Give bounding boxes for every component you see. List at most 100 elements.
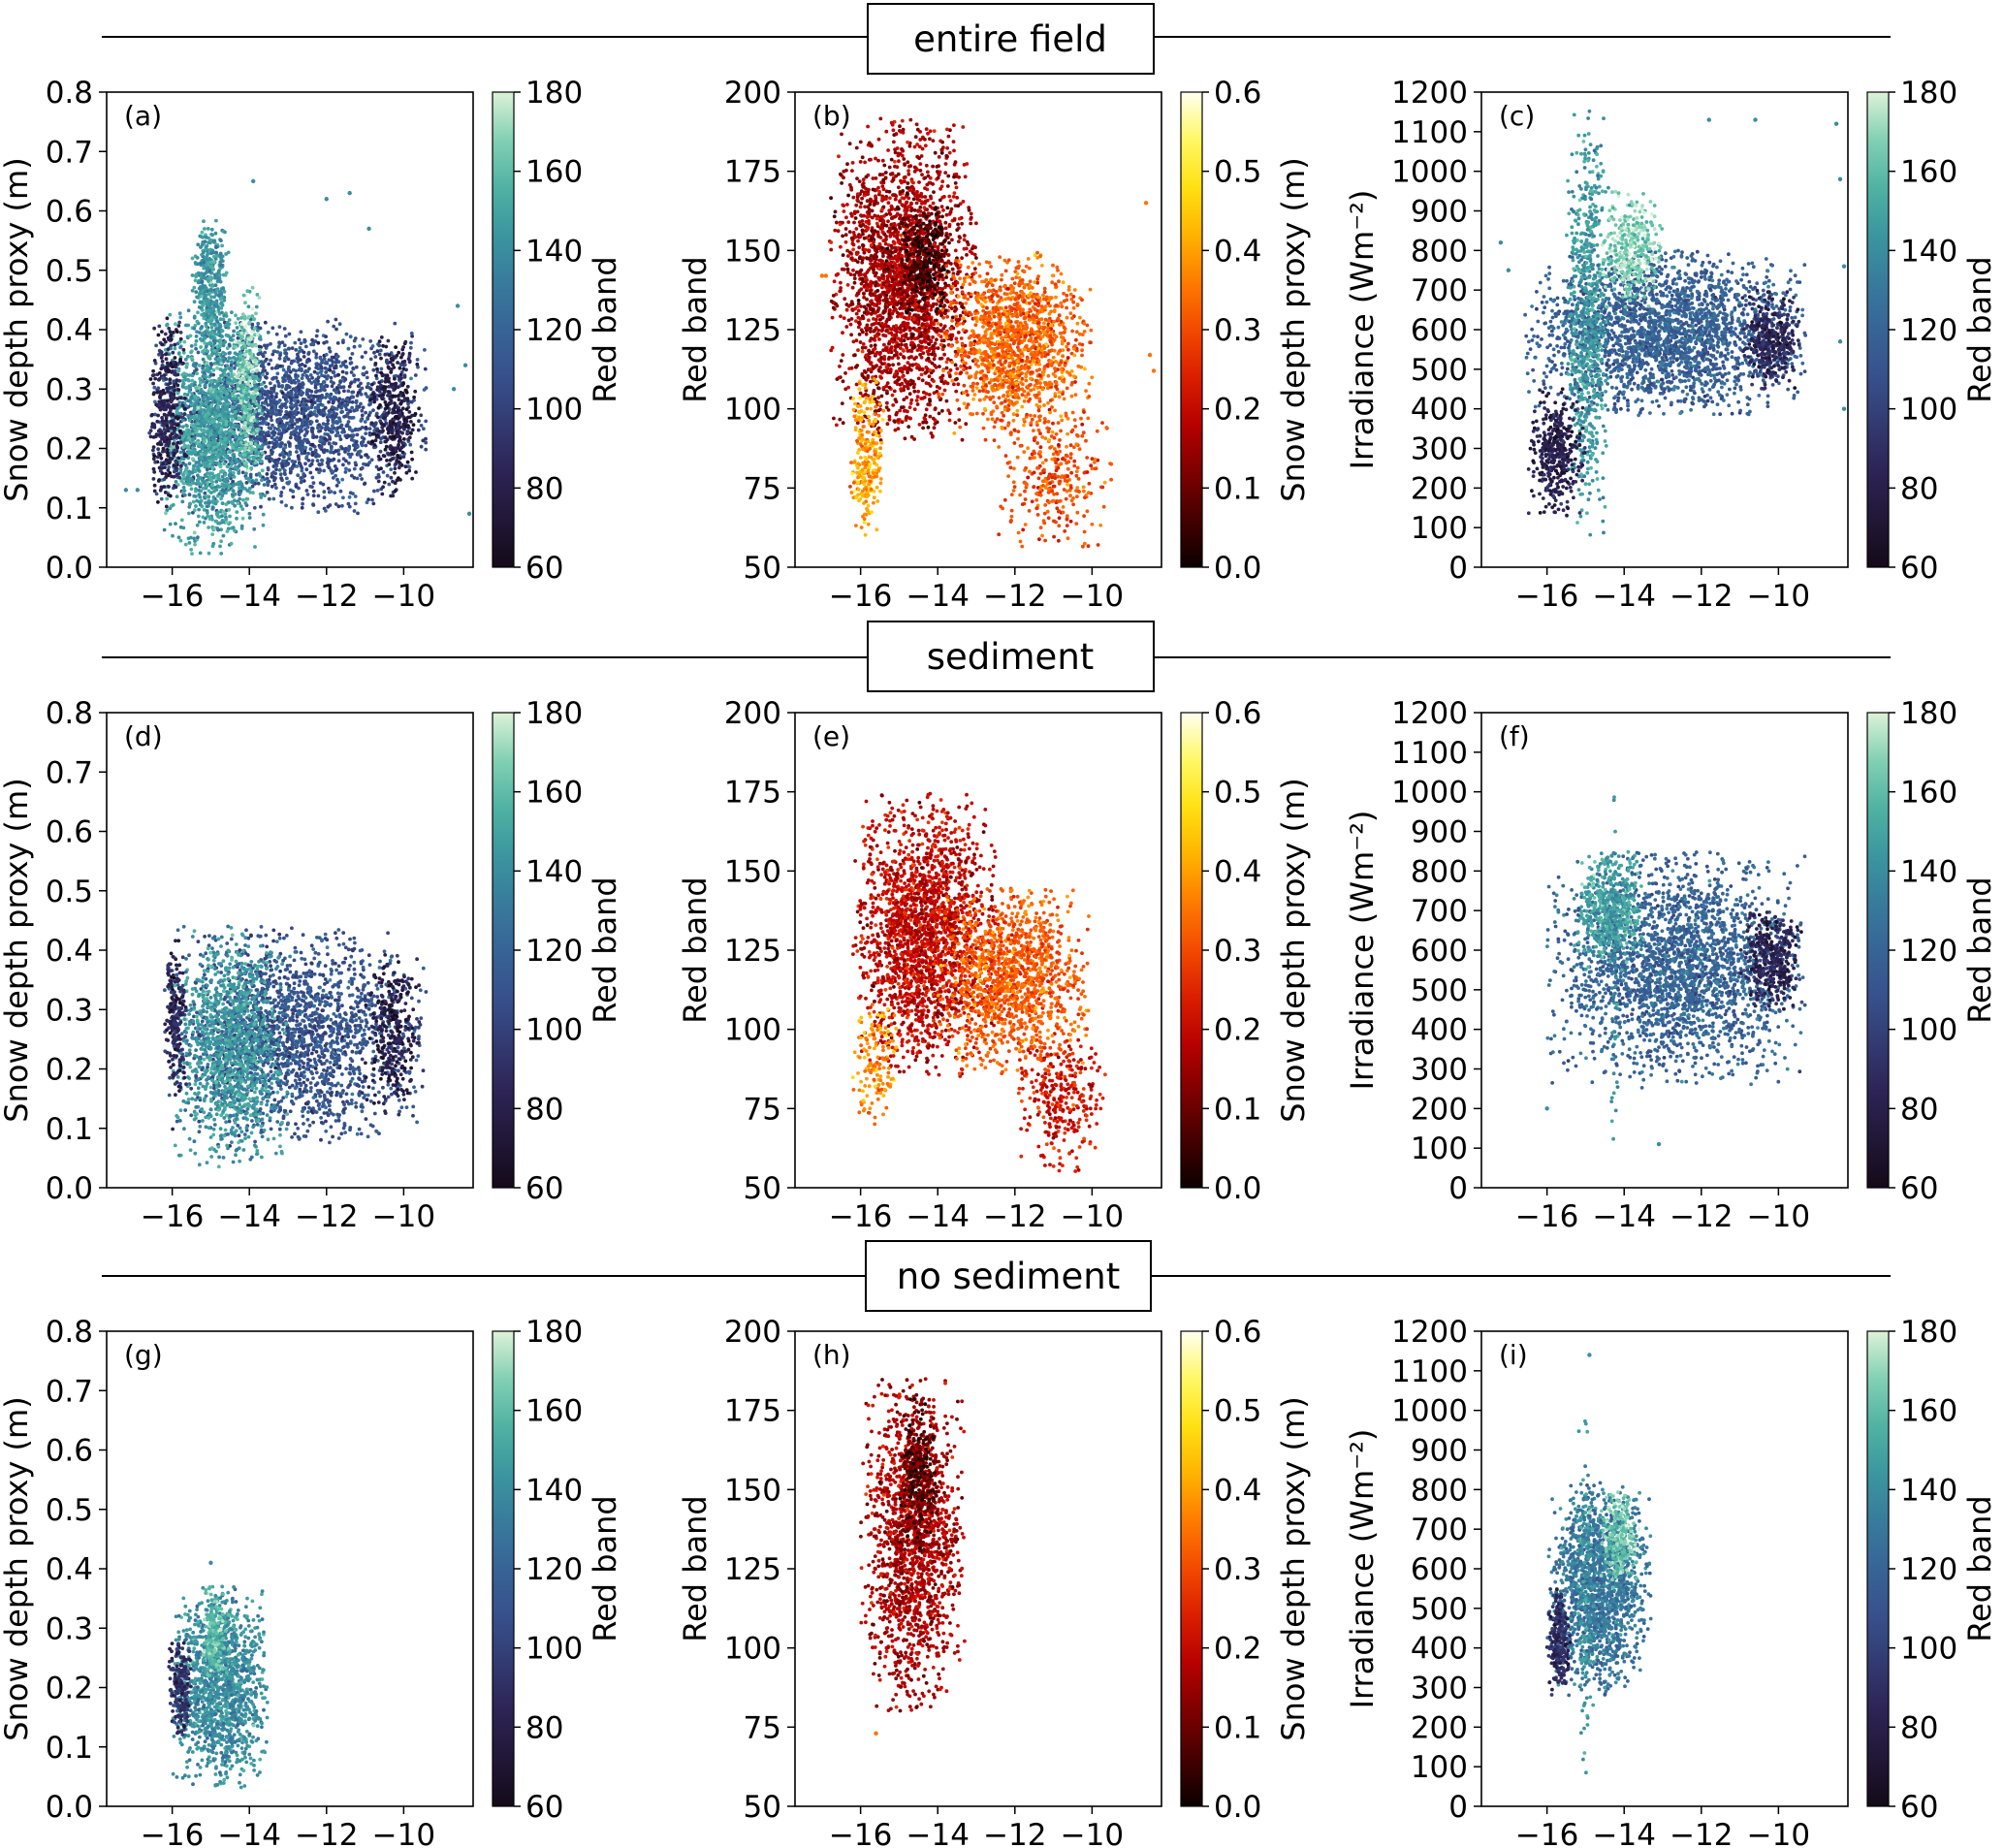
- scatter-point: [353, 501, 358, 506]
- scatter-point: [220, 474, 225, 479]
- scatter-point: [225, 346, 230, 350]
- scatter-point: [187, 462, 192, 465]
- scatter-point: [189, 395, 194, 399]
- scatter-point: [256, 451, 261, 455]
- scatter-point: [328, 367, 333, 372]
- scatter-point: [194, 338, 199, 343]
- scatter-point: [413, 373, 418, 377]
- scatter-point: [202, 272, 207, 277]
- scatter-point: [246, 336, 251, 341]
- scatter-point: [286, 481, 291, 486]
- scatter-point: [192, 300, 197, 304]
- scatter-point: [305, 493, 310, 496]
- scatter-point: [313, 339, 318, 343]
- scatter-point: [340, 409, 344, 414]
- scatter-point: [244, 471, 248, 476]
- scatter-point: [239, 524, 244, 528]
- scatter-point: [269, 409, 272, 414]
- scatter-point: [360, 443, 365, 448]
- scatter-point: [220, 310, 224, 315]
- scatter-point: [252, 375, 256, 380]
- scatter-point: [320, 403, 325, 407]
- scatter-point: [344, 466, 348, 471]
- scatter-point: [201, 283, 206, 288]
- scatter-point: [406, 425, 410, 430]
- scatter-point: [340, 503, 344, 508]
- scatter-point: [285, 399, 289, 403]
- scatter-point: [201, 431, 206, 436]
- scatter-point: [251, 431, 256, 436]
- scatter-point: [326, 319, 330, 324]
- scatter-point: [282, 455, 286, 459]
- scatter-point: [373, 355, 378, 359]
- scatter-point: [189, 452, 194, 456]
- scatter-point: [164, 504, 169, 509]
- scatter-point: [280, 391, 285, 396]
- scatter-point: [310, 342, 315, 346]
- scatter-point: [205, 494, 209, 498]
- scatter-point: [181, 445, 186, 450]
- scatter-point: [294, 403, 299, 408]
- scatter-point: [409, 376, 413, 381]
- scatter-point: [171, 350, 175, 355]
- scatter-point: [227, 318, 232, 322]
- scatter-point: [344, 365, 349, 369]
- scatter-point: [347, 399, 352, 404]
- scatter-point: [248, 472, 253, 477]
- scatter-point: [347, 433, 351, 438]
- scatter-point: [349, 361, 354, 365]
- scatter-point: [350, 395, 355, 399]
- scatter-point: [211, 399, 215, 404]
- scatter-point: [148, 377, 153, 381]
- scatter-point: [178, 525, 183, 529]
- scatter-point: [417, 419, 421, 424]
- scatter-point: [261, 523, 266, 527]
- scatter-point: [221, 287, 226, 291]
- scatter-point: [205, 504, 209, 509]
- scatter-point: [419, 444, 424, 449]
- scatter-point: [216, 455, 220, 459]
- scatter-point: [348, 356, 353, 361]
- scatter-point: [214, 245, 219, 249]
- scatter-point: [393, 401, 397, 405]
- scatter-point: [210, 465, 215, 470]
- scatter-point: [231, 445, 236, 450]
- scatter-point: [259, 504, 263, 509]
- scatter-point: [274, 486, 278, 490]
- scatter-point: [231, 489, 236, 494]
- scatter-point: [156, 442, 160, 446]
- scatter-point: [353, 461, 358, 465]
- scatter-point: [168, 494, 173, 498]
- scatter-point: [198, 432, 203, 436]
- scatter-point: [423, 348, 427, 352]
- scatter-point: [206, 349, 209, 353]
- scatter-point: [316, 340, 321, 345]
- scatter-point: [229, 335, 233, 340]
- scatter-point: [217, 521, 222, 526]
- scatter-point: [360, 465, 365, 470]
- scatter-point: [248, 460, 252, 463]
- scatter-point: [314, 362, 319, 366]
- scatter-point: [187, 389, 192, 394]
- scatter-point: [242, 461, 247, 465]
- scatter-point: [277, 325, 282, 329]
- scatter-point: [263, 359, 268, 364]
- scatter-point: [326, 504, 331, 509]
- scatter-point: [244, 398, 249, 401]
- scatter-point: [188, 334, 193, 338]
- scatter-point: [204, 323, 208, 328]
- scatter-point: [406, 401, 410, 406]
- scatter-point: [247, 376, 252, 380]
- scatter-point: [239, 331, 244, 335]
- scatter-point: [307, 395, 311, 399]
- scatter-point: [179, 463, 183, 468]
- scatter-point: [220, 501, 225, 506]
- scatter-point: [407, 351, 412, 356]
- scatter-point: [290, 346, 295, 350]
- scatter-point: [310, 337, 314, 342]
- scatter-point: [364, 426, 368, 430]
- scatter-point: [378, 440, 383, 445]
- scatter-point: [264, 391, 269, 395]
- scatter-point: [178, 359, 183, 364]
